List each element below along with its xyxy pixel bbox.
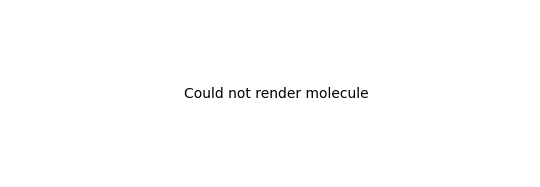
Text: Could not render molecule: Could not render molecule: [185, 88, 369, 101]
